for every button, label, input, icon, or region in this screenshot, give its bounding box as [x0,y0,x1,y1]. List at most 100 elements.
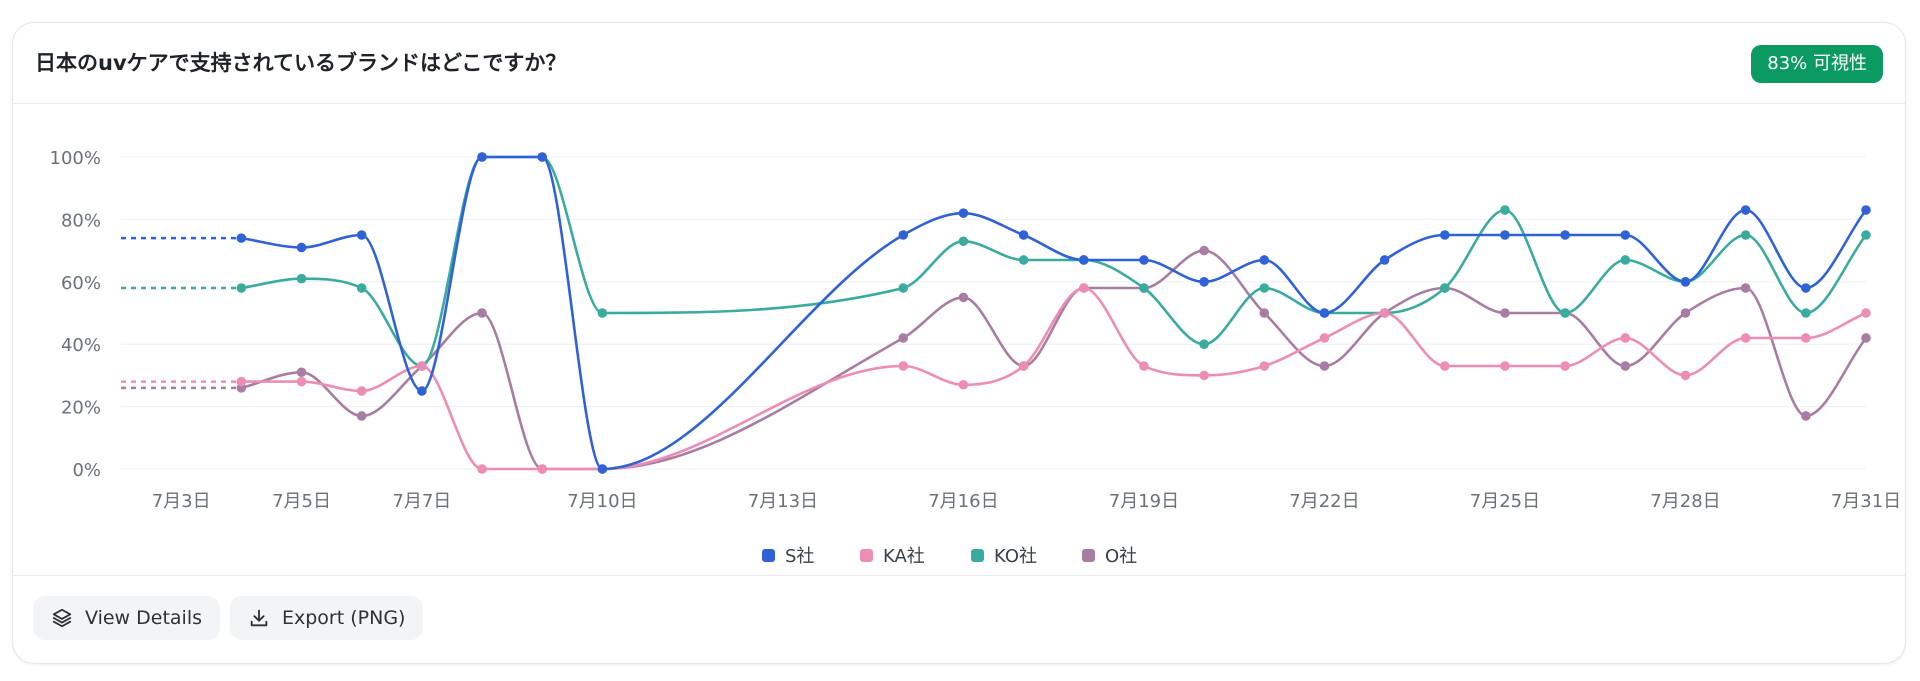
data-point [1319,308,1330,318]
data-point [1801,308,1811,318]
data-point [356,411,367,421]
legend-label: S社 [785,546,814,567]
data-point [597,464,608,474]
data-point [1500,308,1510,318]
data-point [1500,361,1510,371]
data-point [1801,333,1811,343]
export-png-button[interactable]: Export (PNG) [230,596,424,640]
data-point [1740,230,1751,240]
legend-swatch [1082,549,1095,562]
data-point [597,308,608,318]
data-point [1620,361,1631,371]
x-tick-label: 7月25日 [1470,491,1540,512]
series-line [240,249,1868,471]
data-point [236,376,247,387]
x-tick-label: 7月31日 [1831,491,1901,512]
data-point [1139,283,1149,293]
data-point [1379,308,1390,318]
data-point [958,292,969,303]
legend-label: KO社 [994,546,1037,567]
data-point [356,230,367,240]
data-point [1078,255,1089,265]
x-tick-label: 7月10日 [567,491,637,512]
data-point [356,386,367,396]
data-point [1560,230,1570,240]
data-point [417,361,427,371]
visibility-badge: 83% 可視性 [1751,45,1883,83]
data-point [296,273,307,284]
data-point [296,367,307,378]
x-tick-label: 7月3日 [152,491,211,512]
data-point [1259,361,1270,371]
data-point [1199,339,1209,349]
data-point [1439,283,1450,293]
data-point [1620,230,1631,240]
data-point [1861,205,1871,215]
view-details-label: View Details [85,607,202,629]
x-tick-label: 7月28日 [1650,491,1720,512]
data-point [1801,411,1811,421]
data-point [296,242,307,253]
data-point [958,379,969,390]
y-tick-label: 0% [72,460,101,481]
data-point [1500,230,1510,240]
data-point [1620,333,1631,343]
x-tick-label: 7月19日 [1109,491,1179,512]
legend-swatch [860,549,873,562]
data-point [898,283,909,293]
data-point [1740,283,1751,293]
data-point [1259,255,1270,265]
data-point [1439,230,1450,240]
card-footer: View Details Export (PNG) [13,575,1905,664]
data-point [1861,308,1871,318]
data-point [417,386,427,396]
data-point [477,308,487,318]
x-tick-label: 7月5日 [272,491,331,512]
data-point [1740,333,1751,343]
legend-swatch [971,549,984,562]
data-point [1861,333,1871,343]
data-point [1680,308,1691,318]
legend-label: O社 [1105,546,1137,567]
data-point [296,376,307,387]
data-point [1680,370,1691,381]
data-point [236,283,247,293]
download-icon [248,607,270,629]
data-point [1801,283,1811,293]
data-point [1199,245,1209,256]
chart-card: 日本のuvケアで支持されているブランドはどこですか？ 83% 可視性 0% 20%… [12,22,1906,664]
data-point [898,333,909,343]
data-point [1139,361,1149,371]
data-point [898,230,909,240]
data-point [1680,277,1691,287]
layers-icon [51,607,73,629]
data-point [1319,361,1330,371]
data-point [1560,361,1570,371]
data-point [1199,370,1209,381]
data-point [1018,361,1029,371]
chart-area: 0% 20% 40% 60% 80% 100% 7月3日 7月5日 7月7日 7月10日 7月13… [13,103,1905,573]
data-point [1560,308,1570,318]
data-point [1018,255,1029,265]
legend-swatch [762,549,775,562]
data-point [1199,277,1209,287]
data-point [1740,205,1751,215]
data-point [958,208,969,218]
data-point [898,361,909,371]
data-point [1139,255,1149,265]
data-point [1259,308,1270,318]
y-tick-label: 80% [61,210,101,231]
data-point [1319,333,1330,343]
chart-title: 日本のuvケアで支持されているブランドはどこですか？ [35,51,567,75]
data-point [958,236,969,247]
data-point [1259,283,1270,293]
data-point [1500,205,1510,215]
y-tick-label: 60% [61,273,101,294]
line-chart: 0% 20% 40% 60% 80% 100% 7月3日 7月5日 7月7日 7月10日 7月13… [50,148,1902,567]
data-point [1379,255,1390,265]
card-header: 日本のuvケアで支持されているブランドはどこですか？ 83% 可視性 [13,23,1905,104]
view-details-button[interactable]: View Details [33,596,220,640]
y-tick-label: 100% [50,148,101,169]
series-line [241,155,1868,471]
data-point [477,464,487,474]
